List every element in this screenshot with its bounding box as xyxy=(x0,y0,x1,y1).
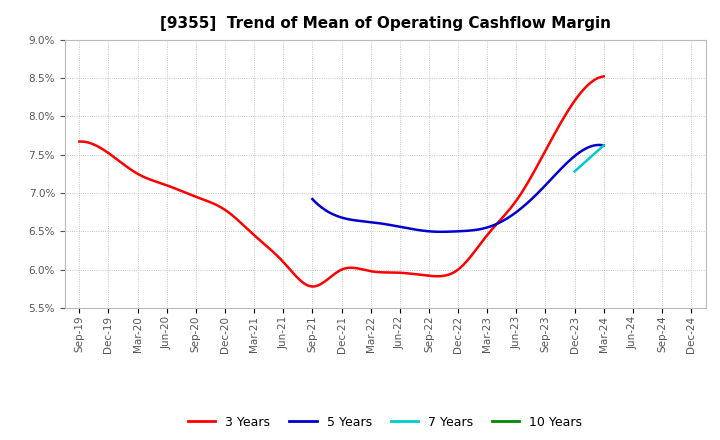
5 Years xyxy=(554,169,563,174)
3 Years xyxy=(387,270,396,275)
7 Years xyxy=(598,144,606,150)
Line: 3 Years: 3 Years xyxy=(79,77,603,286)
5 Years xyxy=(573,151,582,157)
3 Years xyxy=(389,270,397,275)
7 Years xyxy=(588,153,596,158)
3 Years xyxy=(599,74,608,79)
3 Years xyxy=(552,128,561,133)
Line: 5 Years: 5 Years xyxy=(312,145,603,232)
5 Years xyxy=(487,224,496,229)
5 Years xyxy=(482,225,490,231)
Legend: 3 Years, 5 Years, 7 Years, 10 Years: 3 Years, 5 Years, 7 Years, 10 Years xyxy=(183,411,588,434)
3 Years xyxy=(77,139,86,144)
3 Years xyxy=(518,188,527,193)
7 Years xyxy=(585,155,594,161)
3 Years xyxy=(308,284,317,289)
5 Years xyxy=(482,225,491,230)
7 Years xyxy=(597,145,606,150)
5 Years xyxy=(599,143,608,148)
Title: [9355]  Trend of Mean of Operating Cashflow Margin: [9355] Trend of Mean of Operating Cashfl… xyxy=(160,16,611,32)
5 Years xyxy=(309,198,318,203)
7 Years xyxy=(576,164,585,169)
7 Years xyxy=(599,143,608,148)
5 Years xyxy=(595,142,603,147)
3 Years xyxy=(75,139,84,144)
5 Years xyxy=(438,229,446,235)
7 Years xyxy=(570,169,579,174)
3 Years xyxy=(397,270,406,275)
5 Years xyxy=(308,197,317,202)
7 Years xyxy=(577,163,585,168)
Line: 7 Years: 7 Years xyxy=(575,146,603,172)
